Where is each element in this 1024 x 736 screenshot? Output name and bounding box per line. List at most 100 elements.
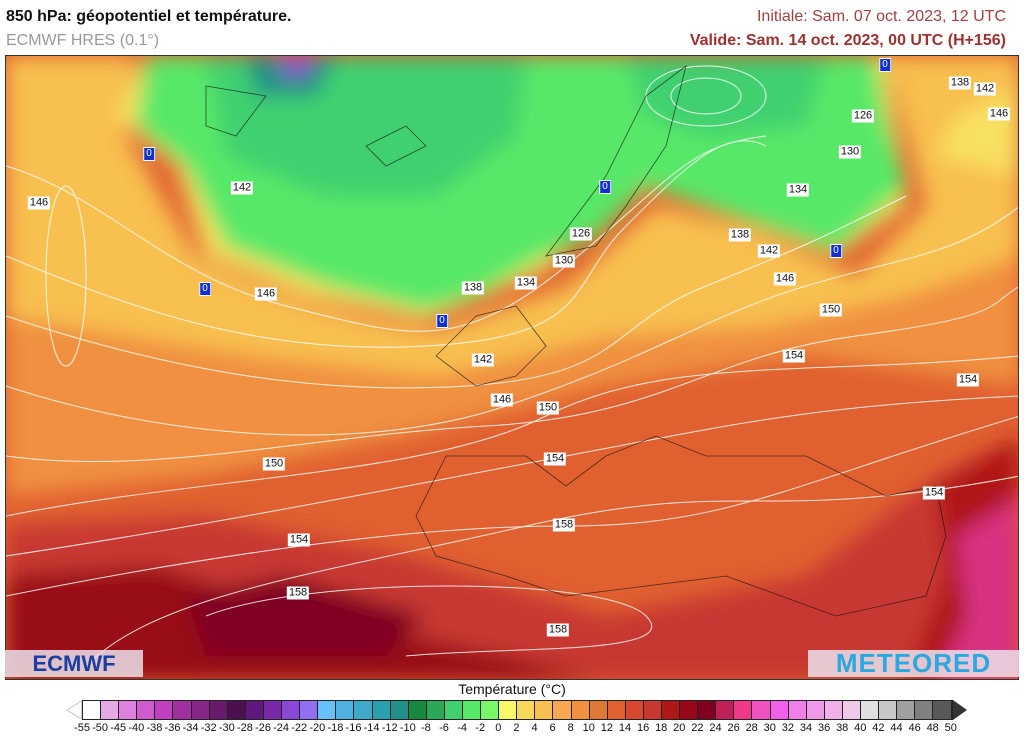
colorbar-tick-label: 42 [872, 722, 885, 734]
colorbar-swatch [643, 701, 662, 719]
colorbar-swatch [426, 701, 445, 719]
colorbar-swatch [879, 701, 898, 719]
colorbar-tick-label: 12 [600, 722, 614, 734]
colorbar-swatch [770, 701, 789, 719]
freezing-level-marker: 0 [599, 180, 611, 194]
freezing-level-marker: 0 [830, 244, 842, 258]
colorbar-swatch [662, 701, 681, 719]
contour-label: 146 [490, 393, 514, 407]
contour-label: 146 [27, 196, 51, 210]
colorbar-tick-label: 34 [799, 722, 813, 734]
colorbar-tick-label: 14 [618, 722, 632, 734]
colorbar-swatch [119, 701, 138, 719]
colorbar-swatch [607, 701, 626, 719]
colorbar-swatch [933, 701, 952, 719]
colorbar-swatch [444, 701, 463, 719]
colorbar-tick-label: -4 [457, 722, 467, 734]
colorbar-swatch [553, 701, 572, 719]
colorbar-tick-label: 6 [549, 722, 556, 734]
freezing-level-marker: 0 [199, 282, 211, 296]
colorbar-swatch [462, 701, 482, 719]
colorbar-tick-label: 46 [908, 722, 921, 734]
colorbar-tick-label: -8 [421, 722, 431, 734]
colorbar-swatch [915, 701, 934, 719]
contour-label: 158 [546, 623, 570, 637]
colorbar-swatch [734, 701, 753, 719]
colorbar-tick-label: 32 [781, 722, 795, 734]
colorbar-swatch [173, 701, 192, 719]
chart-title: 850 hPa: géopotentiel et température. [6, 8, 292, 25]
colorbar-tick-label: 18 [655, 722, 668, 734]
colorbar-tick-label: -50 [92, 722, 109, 734]
colorbar-swatch [481, 701, 500, 719]
meteored-logo: METEORED [808, 650, 1019, 677]
colorbar-tick-label: 38 [836, 722, 849, 734]
colorbar-tick-label: 8 [567, 722, 574, 734]
colorbar-swatch [589, 701, 608, 719]
contour-label: 146 [987, 107, 1011, 121]
contour-label: 138 [948, 76, 972, 90]
colorbar-swatch [372, 701, 391, 719]
colorbar-tick-label: -16 [345, 722, 362, 734]
colorbar-swatch [408, 701, 427, 719]
colorbar-swatch [137, 701, 156, 719]
colorbar-max-arrow [953, 700, 967, 720]
contour-label: 154 [287, 533, 311, 547]
colorbar-swatch [318, 701, 337, 719]
colorbar-tick-label: -6 [439, 722, 449, 734]
colorbar-swatch [227, 701, 246, 719]
colorbar-tick-label: 24 [709, 722, 722, 734]
colorbar-swatch [155, 701, 174, 719]
ecmwf-logo: ECMWF [5, 650, 143, 677]
colorbar-tick-label: -34 [182, 722, 199, 734]
colorbar-tick-label: -26 [255, 722, 271, 734]
colorbar-swatch [499, 701, 518, 719]
contour-label: 126 [569, 227, 593, 241]
contour-label: 134 [786, 183, 810, 197]
colorbar-tick-label: 48 [926, 722, 939, 734]
colorbar-tick-label: -38 [146, 722, 163, 734]
contour-label: 150 [262, 457, 286, 471]
colorbar-tick-label: -40 [128, 722, 145, 734]
colorbar-tick-label: -28 [236, 722, 253, 734]
colorbar-swatch [842, 701, 862, 719]
colorbar-tick-label: 0 [495, 722, 502, 734]
colorbar-swatch [897, 701, 916, 719]
contour-label: 142 [230, 181, 254, 195]
valid-time: Valide: Sam. 14 oct. 2023, 00 UTC (H+156… [689, 32, 1006, 49]
colorbar-tick-label: 2 [513, 722, 520, 734]
colorbar-tick-label: 20 [673, 722, 686, 734]
colorbar-tick-label: -10 [399, 722, 416, 734]
contour-label: 142 [757, 244, 781, 258]
colorbar-swatch [535, 701, 554, 719]
colorbar-tick-label: 16 [636, 722, 650, 734]
colorbar-tick-label: -24 [273, 722, 290, 734]
contour-label: 130 [838, 145, 862, 159]
temperature-field [6, 56, 1018, 679]
colorbar-swatch [209, 701, 228, 719]
colorbar-swatch [245, 701, 264, 719]
contour-label: 154 [956, 373, 980, 387]
freezing-level-marker: 0 [879, 58, 891, 72]
contour-label: 134 [514, 276, 538, 290]
colorbar-swatch [354, 701, 373, 719]
contour-label: 154 [782, 349, 806, 363]
colorbar-swatch [282, 701, 301, 719]
colorbar-tick-label: 10 [582, 722, 595, 734]
colorbar-swatch [101, 701, 120, 719]
colorbar-tick-label: 44 [890, 722, 903, 734]
colorbar-swatch [83, 701, 102, 719]
colorbar-tick-label: 36 [817, 722, 831, 734]
colorbar-tick-label: -12 [381, 722, 398, 734]
colorbar-swatch [390, 701, 409, 719]
contour-label: 154 [543, 452, 567, 466]
colorbar [82, 700, 953, 720]
contour-label: 146 [254, 287, 278, 301]
contour-label: 130 [552, 254, 576, 268]
colorbar-swatch [806, 701, 825, 719]
colorbar-swatch [263, 701, 283, 719]
contour-label: 142 [471, 353, 495, 367]
model-label: ECMWF HRES (0.1°) [6, 32, 160, 49]
colorbar-swatch [698, 701, 717, 719]
contour-label: 150 [536, 401, 560, 415]
